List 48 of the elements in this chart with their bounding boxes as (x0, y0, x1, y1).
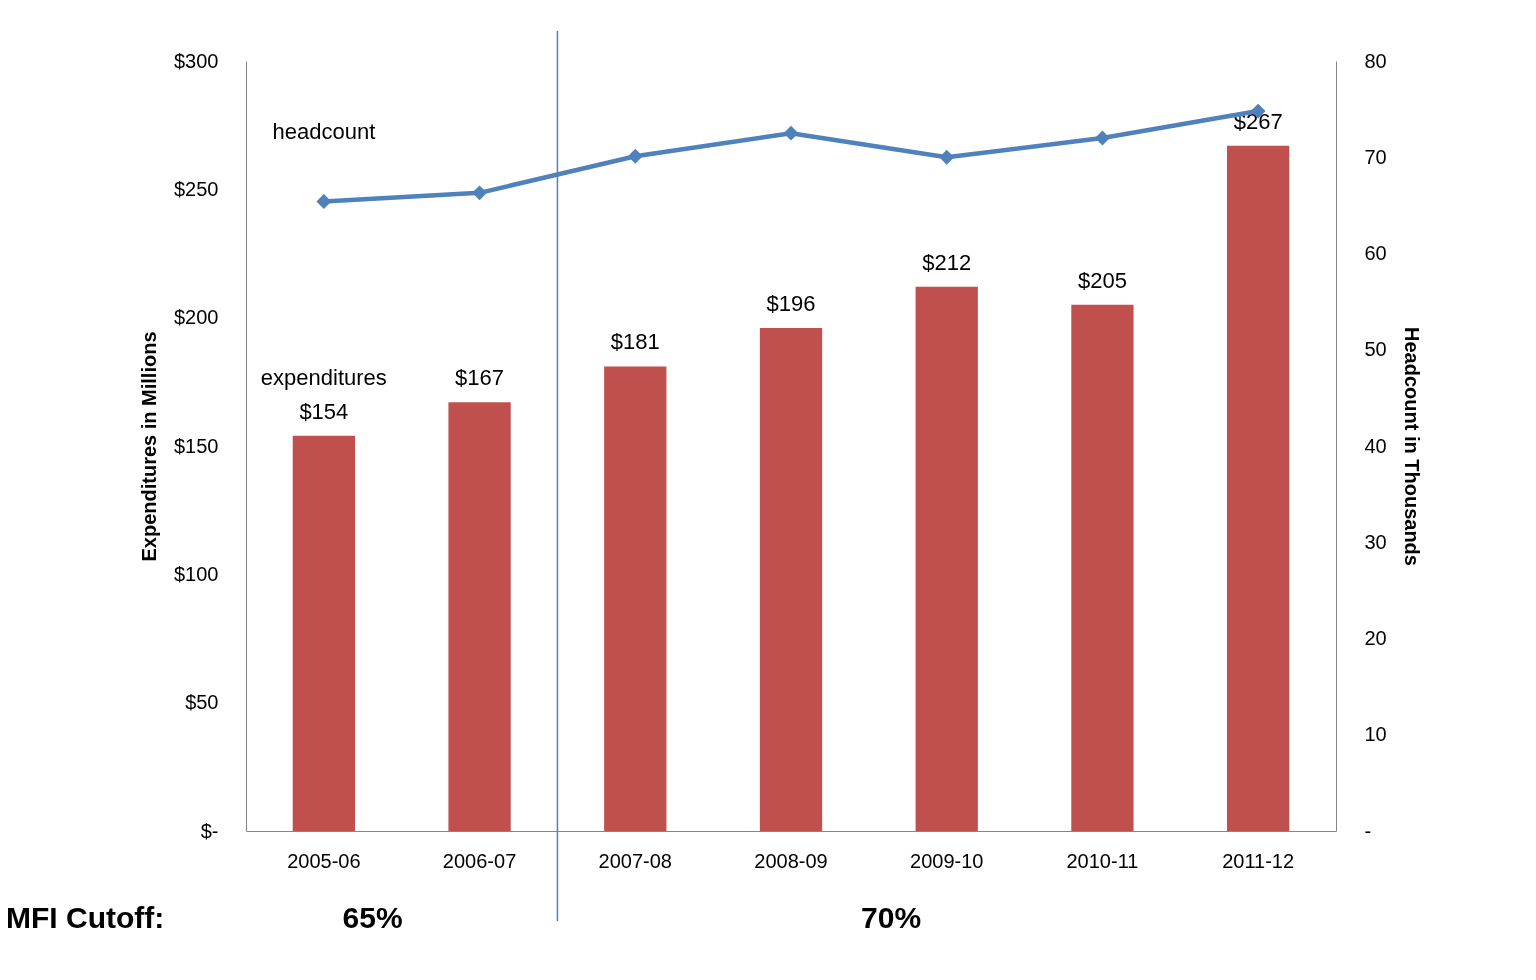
point (627, 148, 643, 164)
y-tick-label: $200 (174, 306, 219, 329)
bar (1071, 304, 1134, 831)
text: headcount (272, 118, 376, 144)
bar (448, 402, 511, 831)
x-tick-label: 2009-10 (910, 849, 984, 872)
x-tick-label: 2006-07 (442, 849, 517, 872)
x-tick-label: 2005-06 (287, 849, 361, 872)
bar (1227, 145, 1290, 831)
y-tick-label: $300 (174, 49, 219, 72)
point (939, 149, 955, 165)
data-label: $196 (766, 290, 816, 316)
bar (915, 286, 978, 831)
point (316, 194, 332, 209)
y2-tick-label: 70 (1364, 145, 1387, 168)
bar (292, 435, 355, 831)
y2-tick-label: 80 (1364, 49, 1387, 72)
y2-tick-label: 10 (1364, 723, 1387, 746)
x-tick-label: 2010-11 (1066, 849, 1139, 872)
x-tick-label: 2011-12 (1222, 849, 1295, 872)
y-tick-label: $- (200, 819, 219, 842)
point (472, 185, 487, 201)
y-tick-label: $50 (185, 691, 219, 714)
x-tick-label: 2007-08 (598, 849, 672, 872)
text: 65% (342, 901, 403, 934)
bar (604, 366, 667, 831)
y-tick-label: $150 (174, 434, 219, 457)
y2-tick-label: 40 (1364, 434, 1387, 457)
x-tick-label: 2008-09 (754, 849, 828, 872)
point (783, 125, 799, 141)
text: MFI Cutoff: (6, 901, 165, 934)
data-label: $181 (610, 329, 660, 355)
y2-axis-title: Headcount in Thousands (1400, 327, 1423, 566)
y2-tick-label: - (1364, 819, 1372, 842)
data-label: $154 (299, 398, 349, 424)
y2-tick-label: 60 (1364, 242, 1387, 264)
data-label: $167 (455, 365, 505, 391)
text: expenditures (260, 364, 387, 390)
bar (759, 327, 823, 831)
y2-tick-label: 30 (1364, 530, 1387, 553)
y-axis-title: Expenditures in Millions (138, 331, 161, 562)
y2-tick-label: 50 (1364, 338, 1387, 361)
data-label: $212 (922, 249, 972, 275)
data-label: $205 (1077, 267, 1127, 293)
y2-tick-label: 20 (1364, 627, 1387, 649)
text: 70% (861, 901, 922, 934)
y-tick-label: $250 (174, 177, 219, 200)
y-tick-label: $100 (174, 562, 219, 585)
